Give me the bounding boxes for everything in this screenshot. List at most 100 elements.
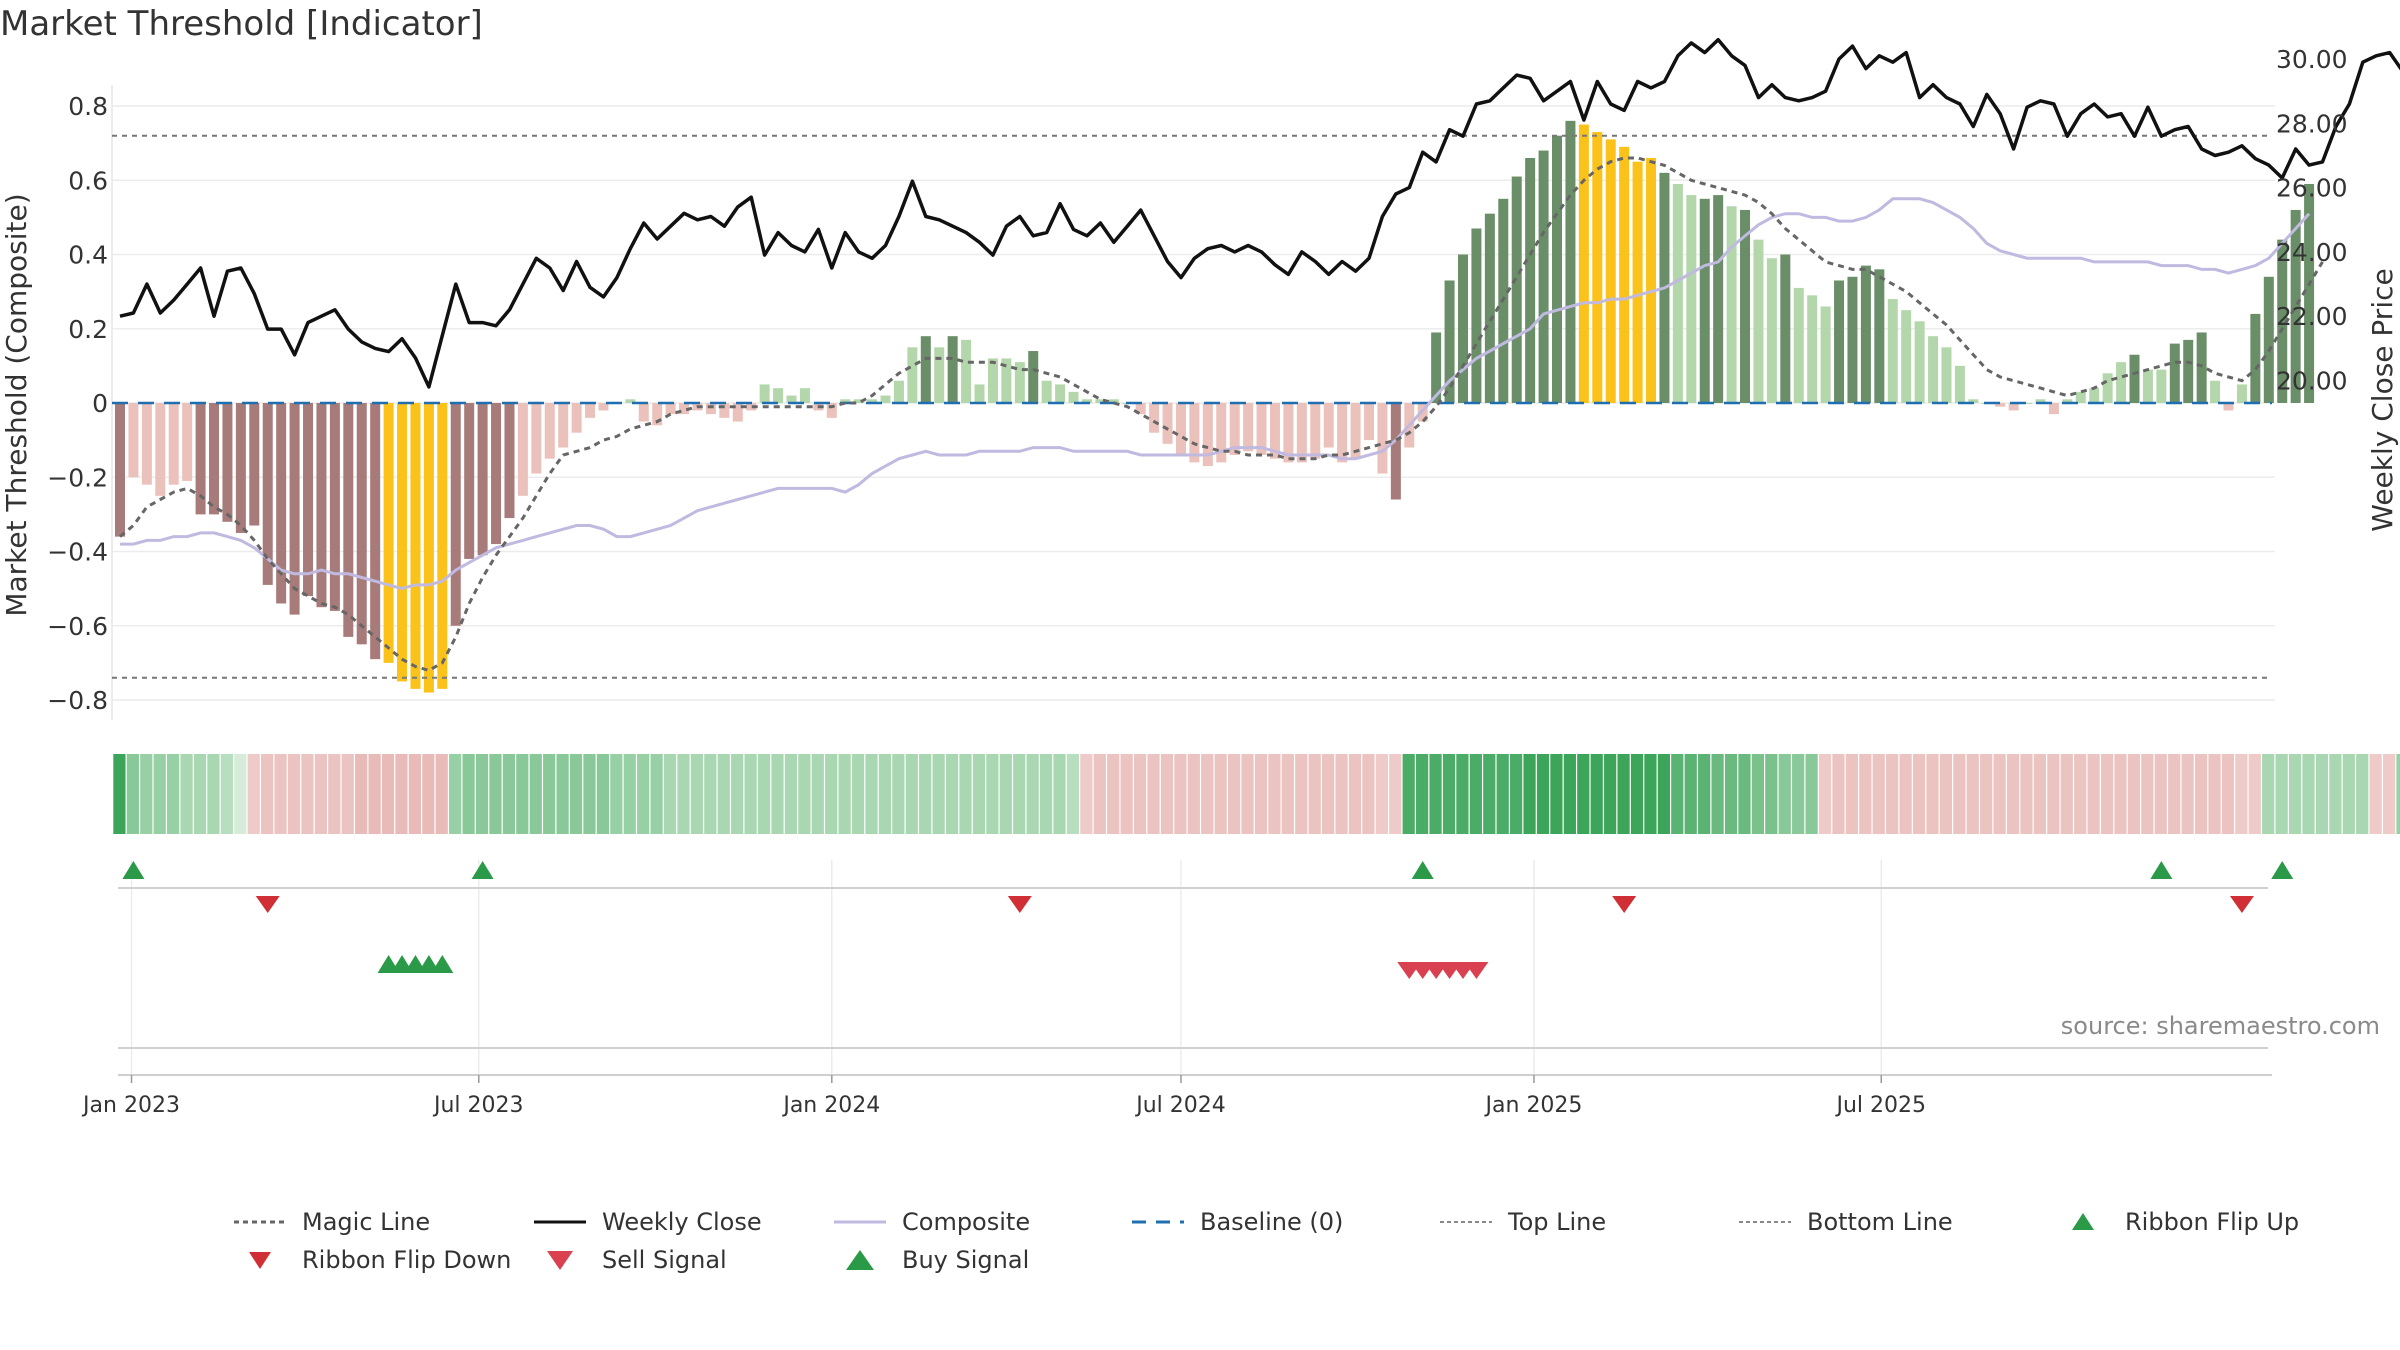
ribbon-cell [1953, 754, 1966, 834]
composite-bar [2183, 339, 2194, 403]
ribbon-cell [1442, 754, 1456, 834]
composite-line [120, 197, 2311, 591]
composite-bar [1941, 347, 1952, 403]
composite-bar [2196, 332, 2207, 403]
composite-bar [1619, 146, 1630, 403]
ribbon-flip-down-marker [1612, 896, 1637, 913]
ribbon-cell [314, 754, 327, 834]
composite-bar [1216, 403, 1227, 463]
ribbon-cell [1120, 754, 1133, 834]
ribbon-cell [2033, 754, 2047, 834]
composite-bar [786, 395, 797, 403]
ribbon-cell [1617, 754, 1630, 834]
composite-bar [303, 403, 314, 597]
ribbon-cell [999, 754, 1012, 834]
source-note: source: sharemaestro.com [2060, 1012, 2380, 1040]
composite-bar [2156, 369, 2167, 403]
composite-bars [115, 120, 2315, 693]
ribbon-cell [1053, 754, 1066, 834]
composite-bar [464, 403, 475, 559]
ribbon-cell [1348, 754, 1362, 834]
composite-bar [1135, 403, 1146, 415]
ribbon-cell [1563, 754, 1576, 834]
ribbon-cell [1550, 754, 1563, 834]
y-tick-label: −0.4 [47, 538, 108, 567]
composite-bar [1055, 384, 1066, 403]
ribbon-flip-down-marker [255, 896, 280, 913]
composite-bar [356, 403, 367, 645]
ribbon-cell [2369, 754, 2382, 834]
composite-bar [1860, 265, 1871, 403]
ribbon-cell [932, 754, 945, 834]
ribbon-cell [462, 754, 475, 834]
composite-bar [1820, 306, 1831, 403]
ribbon-cell [2315, 754, 2329, 834]
ribbon-cell [1375, 754, 1388, 834]
ribbon-cell [2382, 754, 2396, 834]
ribbon-cell [650, 754, 663, 834]
composite-bar [1296, 403, 1307, 463]
legend-item-flip_up: Ribbon Flip Up [2053, 1204, 2299, 1240]
ribbon-cell [717, 754, 730, 834]
y-tick-label: 0.4 [68, 241, 108, 270]
composite-bar [826, 403, 837, 418]
composite-bar [544, 403, 555, 459]
ribbon-cell [1308, 754, 1321, 834]
composite-bar [1605, 139, 1616, 403]
composite-bar [2048, 403, 2059, 415]
composite-bar [2022, 403, 2033, 404]
composite-bar [652, 403, 663, 426]
composite-bar [1444, 280, 1455, 403]
ribbon-cell [1818, 754, 1832, 834]
ribbon-cell [341, 754, 354, 834]
composite-bar [974, 384, 985, 403]
legend-swatch [1440, 1221, 1492, 1223]
composite-bar [1390, 403, 1401, 500]
ribbon-cell [1268, 754, 1281, 834]
legend-swatch [2072, 1213, 2094, 1230]
ribbon-cell [798, 754, 811, 834]
ribbon-cell [261, 754, 274, 834]
composite-bar [276, 403, 287, 604]
ribbon-cell [1254, 754, 1268, 834]
ribbon-flip-up-marker [122, 861, 145, 879]
composite-bar [1243, 403, 1254, 452]
ribbon-cell [1980, 754, 1993, 834]
weekly-close-line [119, 37, 2400, 389]
y-tick-label: −0.2 [47, 463, 108, 492]
ribbon-cell [355, 754, 368, 834]
composite-bar [2210, 380, 2221, 403]
ribbon-cell [1536, 754, 1550, 834]
ribbon-cell [905, 754, 918, 834]
composite-bar [920, 336, 931, 403]
ribbon-cell [502, 754, 515, 834]
composite-bar [1914, 321, 1925, 403]
composite-bar [1834, 280, 1845, 403]
composite-bar [2290, 209, 2301, 403]
composite-bar [1337, 403, 1348, 463]
ribbon-cell [1281, 754, 1294, 834]
y2-tick-label: 26.00 [2276, 174, 2348, 203]
ribbon-cell [1939, 754, 1953, 834]
ribbon-cell [2181, 754, 2194, 834]
ribbon-cell [1778, 754, 1791, 834]
ribbon-cell [825, 754, 838, 834]
axis-layer: 0.8 0.6 0.4 0.2 0 −0.2 −0.4 −0.6 −0.8 30.00 28.00 2… [47, 45, 2347, 1118]
composite-bar [195, 403, 206, 515]
ribbon-strip [113, 754, 2400, 834]
ribbon-cell [167, 754, 180, 834]
composite-bar [182, 403, 193, 481]
ribbon-cell [1483, 754, 1496, 834]
ribbon-cell [690, 754, 704, 834]
signal-panel [122, 861, 2294, 979]
composite-bar [1283, 403, 1294, 463]
ribbon-flip-up-marker [471, 861, 494, 879]
y2-tick-label: 20.00 [2276, 367, 2348, 396]
composite-bar [867, 399, 878, 403]
composite-bar [2035, 399, 2046, 403]
composite-bar [585, 403, 596, 418]
ribbon-cell [892, 754, 905, 834]
composite-bar [1793, 287, 1804, 403]
ribbon-cell [771, 754, 784, 834]
ribbon-cell [637, 754, 650, 834]
